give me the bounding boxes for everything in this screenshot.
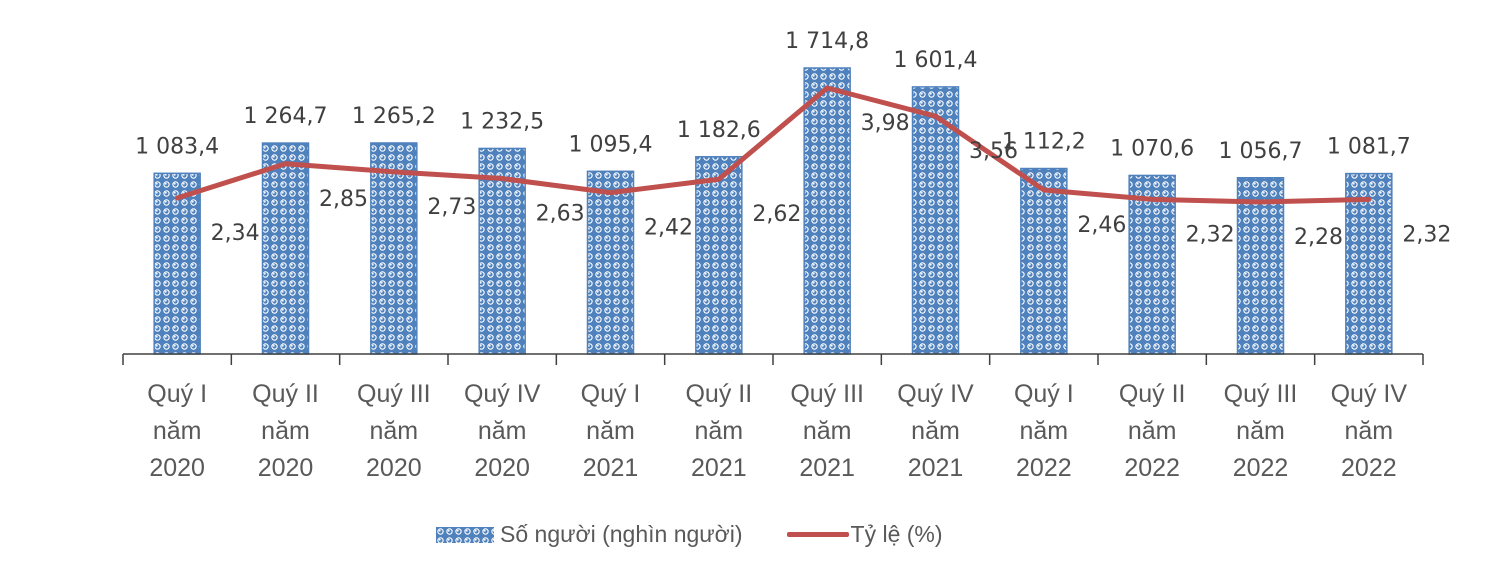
category-label: Quý II năm 2020 bbox=[252, 380, 319, 482]
bar bbox=[261, 142, 310, 355]
bar bbox=[1020, 167, 1068, 355]
line-value-label: 2,42 bbox=[644, 216, 693, 241]
bar bbox=[911, 86, 960, 355]
bar-value-label: 1 265,2 bbox=[352, 104, 436, 129]
bar-value-label: 1 714,8 bbox=[785, 29, 869, 54]
line-value-label: 2,85 bbox=[319, 187, 368, 212]
legend-bar-label: Số người (nghìn người) bbox=[500, 521, 743, 547]
bar bbox=[586, 170, 635, 355]
bar-value-label: 1 601,4 bbox=[894, 48, 978, 73]
bar bbox=[370, 142, 418, 355]
line-value-label: 2,32 bbox=[1402, 222, 1451, 247]
x-axis bbox=[122, 353, 1424, 365]
line-value-label: 2,73 bbox=[427, 195, 476, 220]
bar-value-labels: 1 083,4 1 264,7 1 265,2 1 232,5 1 095,4 1 182… bbox=[135, 29, 1411, 164]
bar bbox=[153, 172, 201, 355]
bar-value-label: 1 095,4 bbox=[569, 132, 653, 157]
line-value-label: 2,34 bbox=[211, 221, 260, 246]
bar-value-label: 1 056,7 bbox=[1219, 139, 1303, 164]
bar-series bbox=[153, 67, 1393, 355]
category-label: Quý IV năm 2020 bbox=[464, 380, 541, 482]
bar-value-label: 1 264,7 bbox=[244, 104, 328, 129]
bar-swatch-icon bbox=[436, 526, 494, 543]
line-series bbox=[174, 85, 1372, 205]
bar bbox=[1236, 177, 1285, 355]
line-value-label: 2,63 bbox=[536, 202, 585, 227]
category-label: Quý II năm 2021 bbox=[685, 380, 752, 482]
line-value-label: 3,56 bbox=[969, 139, 1018, 164]
line-swatch-icon bbox=[786, 532, 849, 537]
bar-value-label: 1 182,6 bbox=[677, 118, 761, 143]
legend-line-label: Tỷ lệ (%) bbox=[850, 521, 943, 547]
bar bbox=[1128, 174, 1176, 355]
line-value-label: 2,46 bbox=[1077, 213, 1126, 238]
category-label: Quý II năm 2022 bbox=[1119, 380, 1186, 482]
bar bbox=[695, 156, 743, 355]
bar bbox=[1345, 172, 1393, 355]
legend: Số người (nghìn người) Tỷ lệ (%) bbox=[436, 521, 943, 548]
category-label: Quý III năm 2020 bbox=[357, 380, 431, 482]
line-value-labels: 2,34 2,85 2,73 2,63 2,42 2,62 3,98 3,56 2,46 2,32… bbox=[211, 111, 1452, 250]
line-value-label: 2,32 bbox=[1186, 222, 1235, 247]
line-value-label: 3,98 bbox=[861, 111, 910, 136]
bar-value-label: 1 232,5 bbox=[460, 109, 544, 134]
category-label: Quý IV năm 2021 bbox=[897, 380, 974, 482]
bar-value-label: 1 112,2 bbox=[1002, 130, 1086, 155]
category-label: Quý IV năm 2022 bbox=[1331, 380, 1408, 482]
bar bbox=[803, 67, 851, 355]
legend-item-bar[interactable]: Số người (nghìn người) bbox=[436, 521, 743, 548]
line-value-label: 2,28 bbox=[1294, 225, 1343, 250]
line-value-label: 2,62 bbox=[752, 202, 801, 227]
category-label: Quý III năm 2021 bbox=[790, 380, 864, 482]
bar-value-label: 1 070,6 bbox=[1110, 136, 1194, 161]
category-label: Quý III năm 2022 bbox=[1224, 380, 1298, 482]
bar-value-label: 1 081,7 bbox=[1327, 135, 1411, 160]
bar-value-label: 1 083,4 bbox=[135, 134, 219, 159]
legend-item-line[interactable]: Tỷ lệ (%) bbox=[786, 521, 943, 548]
